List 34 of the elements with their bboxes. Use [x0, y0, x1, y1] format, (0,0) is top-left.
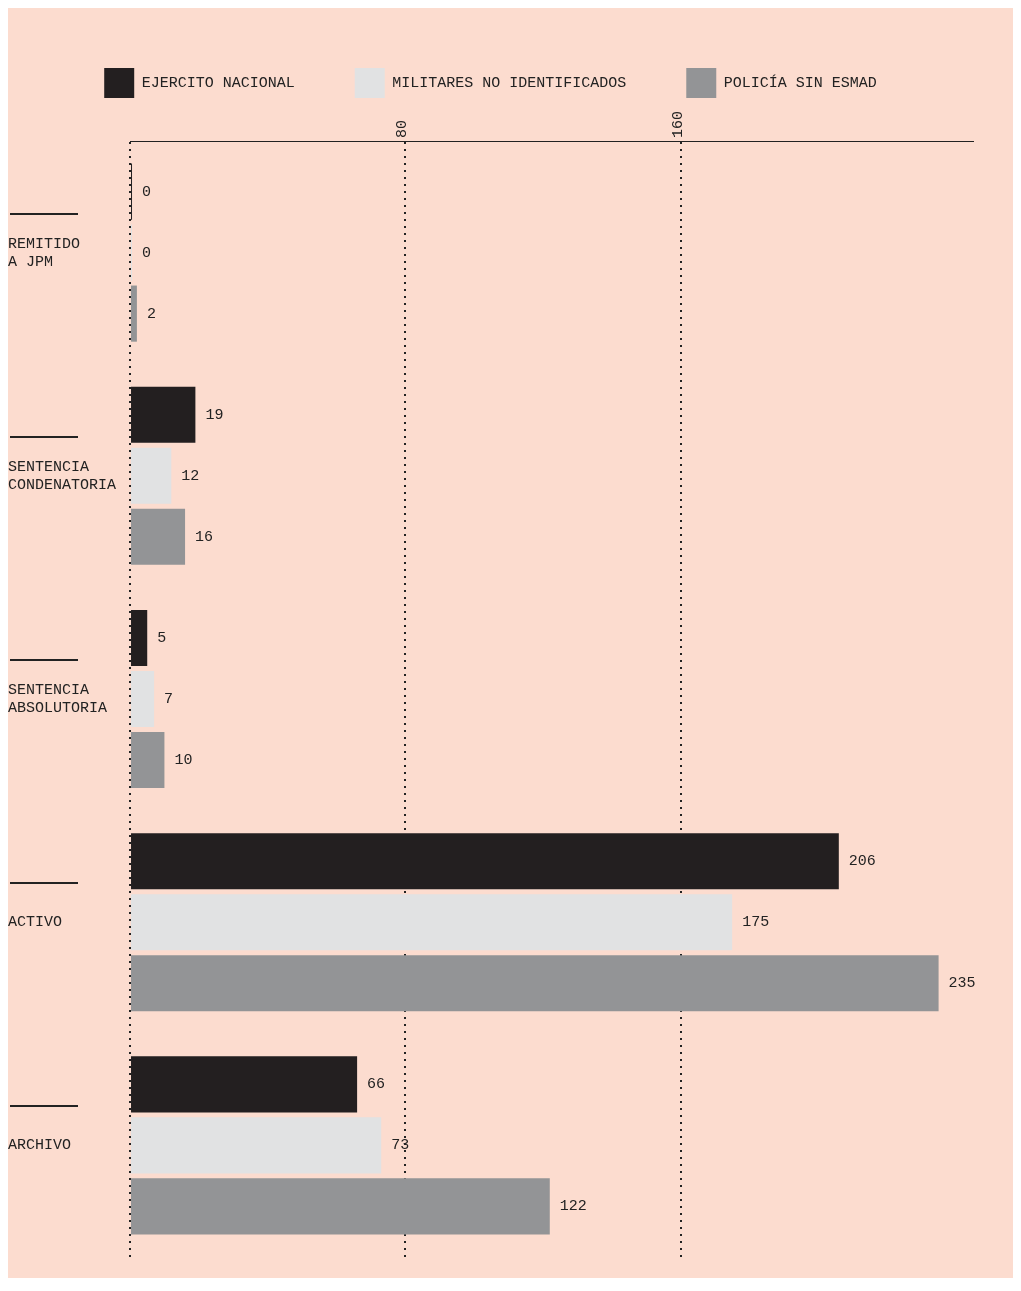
bar: [131, 285, 137, 342]
bar: [131, 894, 733, 951]
y-tick-label: SENTENCIA ABSOLUTORIA: [8, 681, 108, 717]
bar: [131, 1178, 550, 1235]
data-label: 66: [367, 1076, 386, 1094]
bar: [131, 508, 186, 565]
bar: [131, 1117, 382, 1174]
data-label: 16: [195, 528, 214, 546]
data-label: 206: [848, 853, 876, 871]
y-tick-label: REMITIDO A JPM: [8, 235, 81, 271]
data-label: 2: [146, 305, 156, 323]
data-label: 19: [205, 406, 224, 424]
data-label: 0: [142, 183, 152, 201]
bar: [131, 447, 172, 504]
data-label: 0: [142, 244, 152, 262]
data-label: 235: [948, 975, 976, 993]
y-tick-label: ARCHIVO: [8, 1137, 72, 1155]
legend-label: EJERCITO NACIONAL: [141, 74, 295, 92]
data-label: 10: [174, 751, 193, 769]
y-tick-label: ACTIVO: [8, 914, 63, 932]
data-label: 7: [164, 690, 174, 708]
bar: [131, 670, 155, 728]
data-label: 175: [742, 914, 770, 932]
y-tick-label: SENTENCIA CONDENATORIA: [8, 458, 117, 494]
data-label: 12: [181, 467, 200, 485]
data-label: 122: [559, 1198, 587, 1216]
bar: [131, 731, 165, 789]
legend-label: MILITARES NO IDENTIFICADOS: [392, 74, 627, 92]
data-label: 5: [157, 629, 167, 647]
legend-label: POLICÍA SIN ESMAD: [723, 73, 877, 92]
x-tick-label: 80: [394, 119, 412, 138]
bar: [131, 955, 939, 1012]
x-tick-label: 160: [669, 110, 687, 138]
data-label: 73: [391, 1137, 410, 1155]
